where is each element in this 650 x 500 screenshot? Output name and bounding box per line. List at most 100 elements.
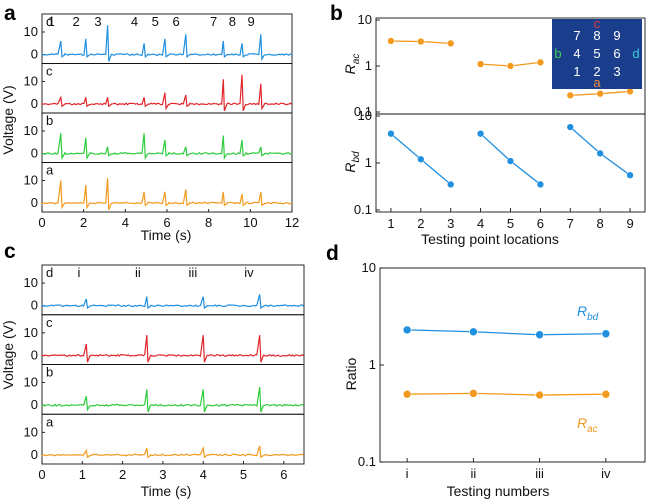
panel-b-ytick-label: 10 <box>358 108 372 123</box>
panel-b-point <box>596 149 604 158</box>
panel-a-lane-label: d <box>46 14 53 29</box>
panel-b-ytick-label: 1 <box>365 58 372 73</box>
panel-a-letter: a <box>4 2 16 25</box>
panel-c-xtick-label: 0 <box>38 467 45 482</box>
panel-b-point <box>596 90 604 98</box>
panel-a-marker-label: 9 <box>248 14 255 29</box>
rbd-main: R <box>342 163 358 173</box>
panel-d-series-line <box>407 329 606 336</box>
panel-c-lane-frame <box>41 314 305 365</box>
panel-a-marker-label: 2 <box>73 14 80 29</box>
panel-a-marker-label: 3 <box>94 14 101 29</box>
panel-c-lane-frame <box>41 413 305 465</box>
panel-c-ytick-label: 10 <box>24 375 38 390</box>
panel-b-xtick-label: 8 <box>597 216 604 231</box>
panel-c-marker-label: ii <box>135 265 141 280</box>
panel-c-xtick-label: 6 <box>280 467 287 482</box>
panel-c-xtick-label: 5 <box>240 467 247 482</box>
panel-a-ylabel: Voltage (V) <box>0 85 16 154</box>
panel-d-series-line <box>407 392 606 396</box>
panel-c-ytick-label: 0 <box>31 347 38 362</box>
panel-a-marker-label: 4 <box>131 14 138 29</box>
panel-b-point <box>626 87 634 96</box>
panel-c-letter: c <box>4 240 16 263</box>
panel-c-ytick-label: 0 <box>31 397 38 412</box>
panel-b-point <box>417 37 425 46</box>
panel-b-ylabel-bottom: Rbd <box>342 151 362 173</box>
panel-a-lane-label: c <box>46 64 53 79</box>
panel-a-xtick-label: 6 <box>163 215 170 230</box>
panel-b-inset-cell: 5 <box>593 46 600 61</box>
panel-a-trace-b <box>41 133 293 161</box>
panel-d-xlabel: Testing numbers <box>447 483 550 499</box>
panel-b-point <box>506 62 515 70</box>
panel-c-xtick-label: 2 <box>119 467 126 482</box>
panel-b-point <box>476 60 485 68</box>
panel-c-trace-d <box>41 294 305 310</box>
panel-c-trace-a <box>41 445 304 459</box>
panel-c-ytick-label: 0 <box>31 298 38 313</box>
panel-a-xtick-label: 8 <box>205 215 212 230</box>
panel-b-ytick-label: 0.1 <box>354 104 372 119</box>
panel-b-xtick-label: 5 <box>507 216 514 231</box>
panel-b-point <box>387 130 395 138</box>
panel-b-point <box>387 37 395 45</box>
panel-b-point <box>447 39 455 48</box>
panel-a-ytick-label: 0 <box>31 47 38 62</box>
panel-b-point <box>506 157 515 165</box>
panel-a-ytick-label: 10 <box>24 74 38 89</box>
rac-sub: ac <box>351 54 362 65</box>
panel-c-ytick-label: 10 <box>24 424 38 439</box>
panel-a-marker-label: 7 <box>210 14 217 29</box>
panel-d-letter: d <box>326 242 339 265</box>
panel-b-point <box>626 171 634 179</box>
panel-b-inset-cell: 4 <box>573 46 580 61</box>
rbd-sub: bd <box>351 151 362 163</box>
panel-a-marker-label: 1 <box>48 14 55 29</box>
panel-b-xlabel: Testing point locations <box>421 231 559 247</box>
panel-b-ytick-label: 10 <box>358 12 372 27</box>
panel-a-trace-a <box>41 178 293 211</box>
panel-b-xtick-label: 2 <box>417 216 424 231</box>
panel-a-xtick-label: 4 <box>122 215 129 230</box>
panel-c-trace-b <box>41 387 304 413</box>
legend-rac-sub: ac <box>587 424 598 435</box>
panel-b-xtick-label: 3 <box>447 216 454 231</box>
panel-b-point <box>536 180 545 189</box>
panel-a-trace-c <box>41 74 293 112</box>
panel-a-ytick-label: 10 <box>24 123 38 138</box>
panel-b-point <box>476 130 485 138</box>
panel-c-marker-label: iv <box>244 265 254 280</box>
panel-b-inset-right: d <box>632 46 639 61</box>
panel-b-point <box>536 58 545 67</box>
panel-b-point <box>417 155 425 163</box>
panel-b-inset-top: c <box>594 16 601 31</box>
panel-a-lane-frame <box>41 63 293 114</box>
panel-c-lane-frame <box>41 364 305 415</box>
panel-c-lane-label: c <box>46 315 53 330</box>
panel-d-ytick-label: 1 <box>369 357 376 372</box>
panel-a-marker-label: 8 <box>229 14 236 29</box>
panel-c-marker-label: i <box>77 265 80 280</box>
panel-d-point <box>469 327 478 337</box>
panel-b-xtick-label: 1 <box>387 216 394 231</box>
panel-b-inset-cell: 3 <box>613 64 620 79</box>
rac-main: R <box>342 64 358 74</box>
panel-c-lane-label: b <box>46 365 53 380</box>
panel-b-point <box>447 180 455 189</box>
panel-d-xtick-label: iii <box>535 466 544 481</box>
panel-d-ylabel: Ratio <box>343 357 359 390</box>
panel-b-inset-cell: 7 <box>573 28 580 43</box>
panel-c-trace-c <box>41 335 305 363</box>
panel-d-ytick-label: 0.1 <box>358 454 376 469</box>
panel-a-ytick-label: 0 <box>31 146 38 161</box>
panel-b-inset-bottom: a <box>593 75 601 90</box>
legend-rac-main: R <box>577 415 587 431</box>
panel-d-point <box>402 325 412 335</box>
panel-a-lane-label: a <box>46 163 54 178</box>
panel-d-point <box>535 330 544 340</box>
panel-d-ytick-label: 10 <box>362 260 376 275</box>
